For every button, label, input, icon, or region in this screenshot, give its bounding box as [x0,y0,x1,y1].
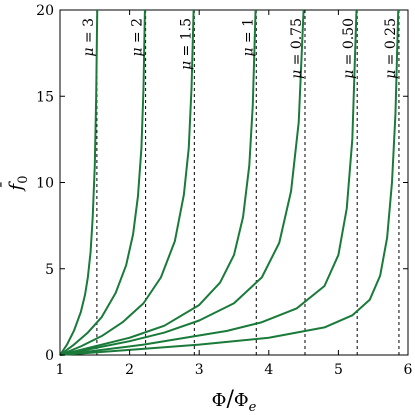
x-tick-label: 4 [264,362,273,378]
series-labels: μ = 3 μ = 2 μ = 1.5 μ = 1 μ = 0.75 μ = 0.50 μ … [81,18,399,79]
y-axis-title-subscript: 0 [16,176,31,184]
x-axis-title-slash: / [226,387,234,412]
axis-ticks: 1 2 3 4 5 6 0 5 10 15 20 [36,3,412,378]
y-axis-title-accent: ¯ [0,182,16,190]
series-curve [59,9,358,356]
x-tick-label: 5 [334,362,343,378]
x-axis-title-denominator: Φ [234,390,249,411]
series-curve [59,9,195,356]
series-label: μ = 1.5 [178,18,194,70]
series-curve [59,9,400,356]
series-curve [59,9,305,356]
x-tick-label: 1 [56,362,65,378]
x-tick-label: 6 [404,362,413,378]
x-tick-label: 2 [125,362,134,378]
series-label: μ = 0.25 [383,18,399,79]
x-tick-label: 3 [195,362,204,378]
y-tick-label: 15 [36,89,54,105]
series-curve [59,9,99,356]
series-label: μ = 0.50 [341,18,357,79]
series-curve [59,9,257,356]
series-label: μ = 2 [130,18,146,57]
x-axis-title: Φ/Φe [212,387,257,415]
y-tick-label: 20 [36,3,54,19]
x-axis-title-subscript: e [249,400,257,415]
series-label: μ = 0.75 [289,18,305,79]
y-axis-title: f0 ¯ [0,176,31,193]
series-label: μ = 1 [240,18,256,57]
x-axis-title-numerator: Φ [212,390,227,411]
series-curve [59,9,146,356]
series-curves [59,9,400,356]
y-tick-label: 10 [36,176,54,192]
series-label: μ = 3 [81,18,97,57]
y-tick-label: 5 [45,262,54,278]
y-tick-label: 0 [45,348,54,364]
